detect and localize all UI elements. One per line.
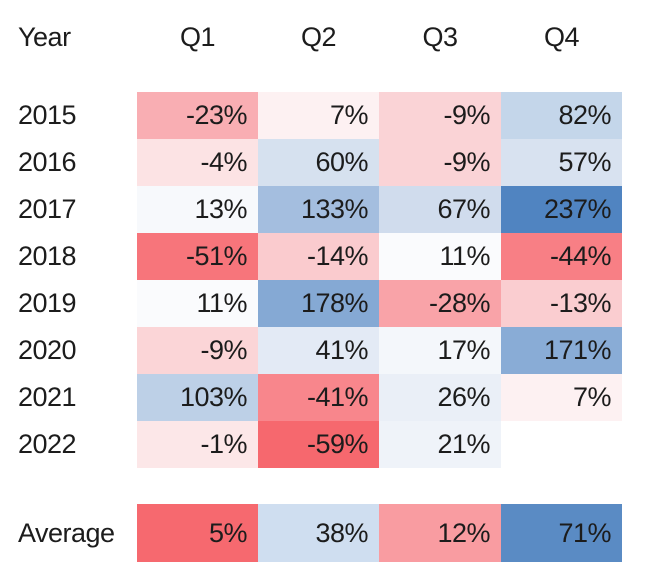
cell-average-q2: 38%: [258, 504, 379, 562]
cell-2015-q1: -23%: [137, 92, 258, 139]
summary-gap: [0, 468, 622, 504]
cell-2021-q4: 7%: [501, 374, 622, 421]
row-label-2015: 2015: [18, 100, 77, 130]
cell-2019-q4: -13%: [501, 280, 622, 327]
col-header-year: Year: [18, 22, 71, 52]
cell-2018-q3: 11%: [379, 233, 501, 280]
cell-average-q1: 5%: [137, 504, 258, 562]
cell-average-q3: 12%: [379, 504, 501, 562]
header-gap: [0, 61, 622, 92]
cell-2017-q2: 133%: [258, 186, 379, 233]
cell-2021-q3: 26%: [379, 374, 501, 421]
cell-2018-q1: -51%: [137, 233, 258, 280]
col-header-q4: Q4: [543, 22, 580, 52]
cell-2019-q1: 11%: [137, 280, 258, 327]
cell-2016-q2: 60%: [258, 139, 379, 186]
cell-2022-q4-empty: [501, 421, 622, 468]
cell-2022-q3: 21%: [379, 421, 501, 468]
cell-2021-q1: 103%: [137, 374, 258, 421]
cell-2015-q4: 82%: [501, 92, 622, 139]
cell-2017-q1: 13%: [137, 186, 258, 233]
cell-2016-q1: -4%: [137, 139, 258, 186]
row-label-2016: 2016: [18, 147, 77, 177]
cell-average-q4: 71%: [501, 504, 622, 562]
cell-2015-q3: -9%: [379, 92, 501, 139]
row-label-2017: 2017: [18, 194, 77, 224]
cell-2020-q3: 17%: [379, 327, 501, 374]
cell-2016-q3: -9%: [379, 139, 501, 186]
cell-2019-q2: 178%: [258, 280, 379, 327]
cell-2021-q2: -41%: [258, 374, 379, 421]
cell-2018-q2: -14%: [258, 233, 379, 280]
row-label-2020: 2020: [18, 335, 77, 365]
cell-2017-q3: 67%: [379, 186, 501, 233]
cell-2020-q4: 171%: [501, 327, 622, 374]
row-label-average: Average: [18, 517, 115, 548]
cell-2018-q4: -44%: [501, 233, 622, 280]
cell-2015-q2: 7%: [258, 92, 379, 139]
row-label-2021: 2021: [18, 382, 77, 412]
col-header-q2: Q2: [300, 22, 337, 52]
col-header-q3: Q3: [422, 22, 458, 52]
row-label-2022: 2022: [18, 429, 77, 459]
col-header-q1: Q1: [179, 22, 216, 52]
cell-2019-q3: -28%: [379, 280, 501, 327]
cell-2016-q4: 57%: [501, 139, 622, 186]
cell-2017-q4: 237%: [501, 186, 622, 233]
row-label-2018: 2018: [18, 241, 77, 271]
row-label-2019: 2019: [18, 288, 77, 318]
cell-2020-q1: -9%: [137, 327, 258, 374]
cell-2022-q2: -59%: [258, 421, 379, 468]
cell-2022-q1: -1%: [137, 421, 258, 468]
cell-2020-q2: 41%: [258, 327, 379, 374]
quarterly-returns-heatmap: Year Q1 Q2 Q3 Q4 2015 -23% 7% -9% 82% 20…: [0, 14, 662, 562]
